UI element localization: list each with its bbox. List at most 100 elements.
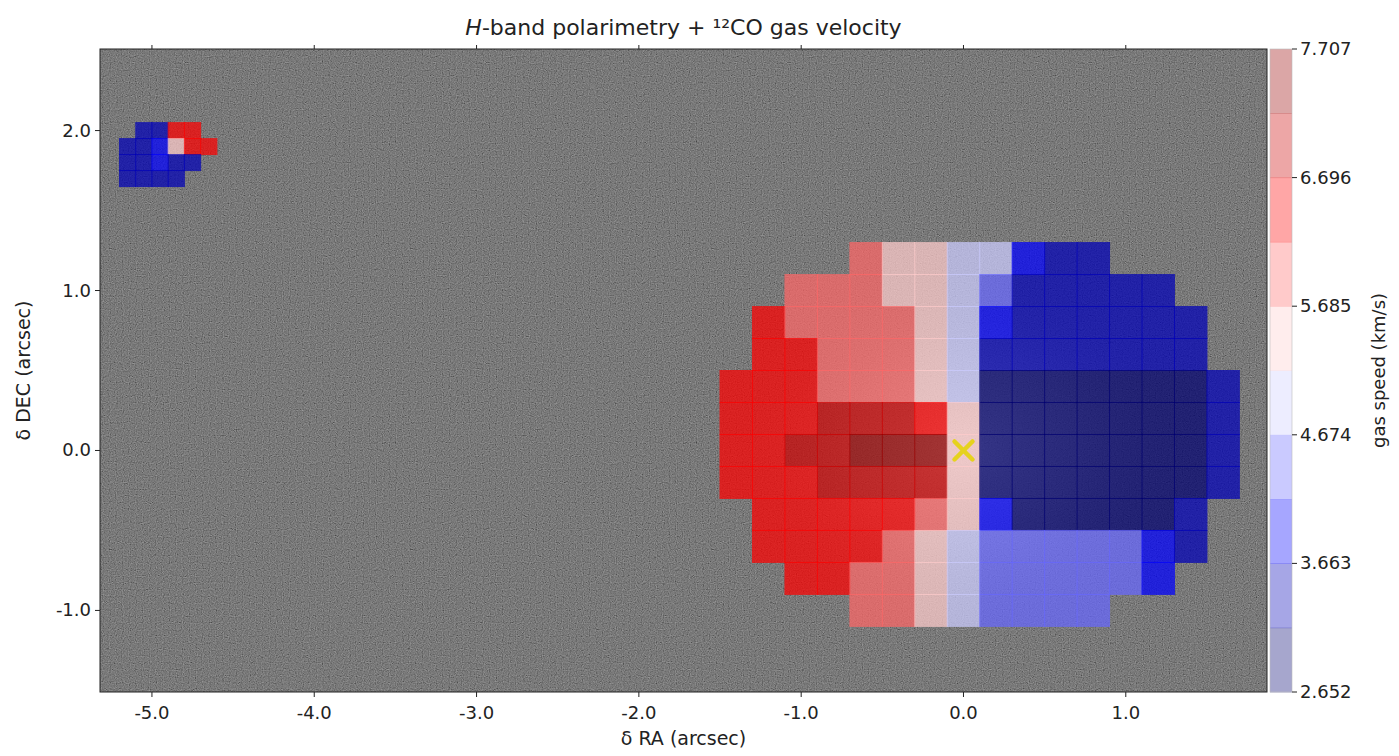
velocity-cell	[1174, 498, 1207, 531]
velocity-cell	[1109, 338, 1142, 371]
velocity-cell	[1012, 370, 1045, 403]
velocity-cell	[947, 562, 980, 595]
colorbar-tick	[1292, 434, 1297, 435]
velocity-cell	[1142, 370, 1175, 403]
velocity-cell	[849, 594, 882, 627]
velocity-cell	[135, 138, 152, 155]
velocity-cell	[947, 242, 980, 275]
velocity-cell	[979, 434, 1012, 467]
velocity-cell	[882, 562, 915, 595]
velocity-cell	[1044, 370, 1077, 403]
velocity-cell	[1012, 466, 1045, 499]
velocity-cell	[914, 594, 947, 627]
velocity-cell	[1012, 242, 1045, 275]
velocity-cell	[720, 466, 753, 499]
velocity-cell	[979, 338, 1012, 371]
velocity-cell	[882, 434, 915, 467]
colorbar-tick-label: 3.663	[1300, 552, 1352, 573]
velocity-cell	[947, 306, 980, 339]
velocity-cell	[1109, 562, 1142, 595]
y-axis-label: δ DEC (arcsec)	[12, 301, 34, 441]
x-tick-top	[476, 45, 477, 49]
x-tick-top	[801, 45, 802, 49]
colorbar-tick	[1292, 306, 1297, 307]
velocity-cell	[947, 466, 980, 499]
velocity-cell	[1012, 306, 1045, 339]
velocity-cell	[849, 338, 882, 371]
velocity-cell	[979, 498, 1012, 531]
velocity-cell	[1077, 530, 1110, 563]
velocity-cell	[1109, 402, 1142, 435]
velocity-map	[119, 122, 217, 187]
velocity-cell	[947, 402, 980, 435]
velocity-cell	[168, 170, 185, 187]
colorbar-band	[1270, 242, 1292, 307]
velocity-cell	[817, 338, 850, 371]
velocity-cell	[151, 138, 168, 155]
velocity-cell	[200, 138, 217, 155]
y-tick	[95, 450, 100, 451]
colorbar-band	[1270, 371, 1292, 436]
velocity-cell	[882, 306, 915, 339]
colorbar-band	[1270, 499, 1292, 564]
velocity-cell	[1044, 402, 1077, 435]
velocity-cell	[1109, 306, 1142, 339]
velocity-cell	[1109, 274, 1142, 307]
velocity-cell	[752, 434, 785, 467]
velocity-cell	[914, 402, 947, 435]
velocity-cell	[882, 530, 915, 563]
title-part: H	[465, 15, 482, 40]
x-tick-label: 1.0	[1111, 702, 1140, 723]
velocity-cell	[1077, 370, 1110, 403]
velocity-cell	[1044, 338, 1077, 371]
velocity-cell	[849, 242, 882, 275]
x-tick-top	[963, 45, 964, 49]
velocity-cell	[817, 530, 850, 563]
velocity-cell	[947, 274, 980, 307]
velocity-cell	[817, 498, 850, 531]
velocity-cell	[979, 306, 1012, 339]
velocity-cell	[1174, 338, 1207, 371]
x-tick	[638, 692, 639, 697]
colorbar-ground	[1270, 49, 1292, 692]
velocity-cell	[1012, 402, 1045, 435]
velocity-cell	[1206, 466, 1239, 499]
velocity-cell	[849, 466, 882, 499]
velocity-cell	[817, 306, 850, 339]
x-tick	[476, 692, 477, 697]
x-tick-label: -1.0	[784, 702, 819, 723]
x-tick-label: -4.0	[297, 702, 332, 723]
velocity-cell	[849, 306, 882, 339]
colorbar: 2.6523.6634.6745.6856.6967.707gas speed …	[1270, 38, 1389, 702]
y-tick	[95, 130, 100, 131]
x-tick-label: -5.0	[134, 702, 169, 723]
x-tick-label: -3.0	[459, 702, 494, 723]
velocity-cell	[1044, 498, 1077, 531]
velocity-cell	[817, 434, 850, 467]
velocity-cell	[752, 498, 785, 531]
title: H-band polarimetry + ¹²CO gas velocity	[465, 15, 901, 40]
velocity-cell	[979, 466, 1012, 499]
velocity-cell	[882, 242, 915, 275]
velocity-cell	[817, 562, 850, 595]
velocity-cell	[882, 594, 915, 627]
velocity-cell	[817, 370, 850, 403]
velocity-cell	[914, 306, 947, 339]
velocity-cell	[882, 466, 915, 499]
velocity-cell	[1142, 498, 1175, 531]
velocity-cell	[1174, 370, 1207, 403]
velocity-cell	[1044, 562, 1077, 595]
velocity-cell	[784, 402, 817, 435]
velocity-cell	[947, 434, 980, 467]
velocity-cell	[1044, 274, 1077, 307]
velocity-cell	[1142, 434, 1175, 467]
velocity-cell	[1044, 594, 1077, 627]
velocity-cell	[752, 370, 785, 403]
velocity-cell	[1044, 530, 1077, 563]
velocity-cell	[1142, 306, 1175, 339]
velocity-cell	[784, 370, 817, 403]
velocity-cell	[914, 274, 947, 307]
velocity-cell	[1174, 434, 1207, 467]
velocity-cell	[849, 402, 882, 435]
velocity-cell	[151, 170, 168, 187]
